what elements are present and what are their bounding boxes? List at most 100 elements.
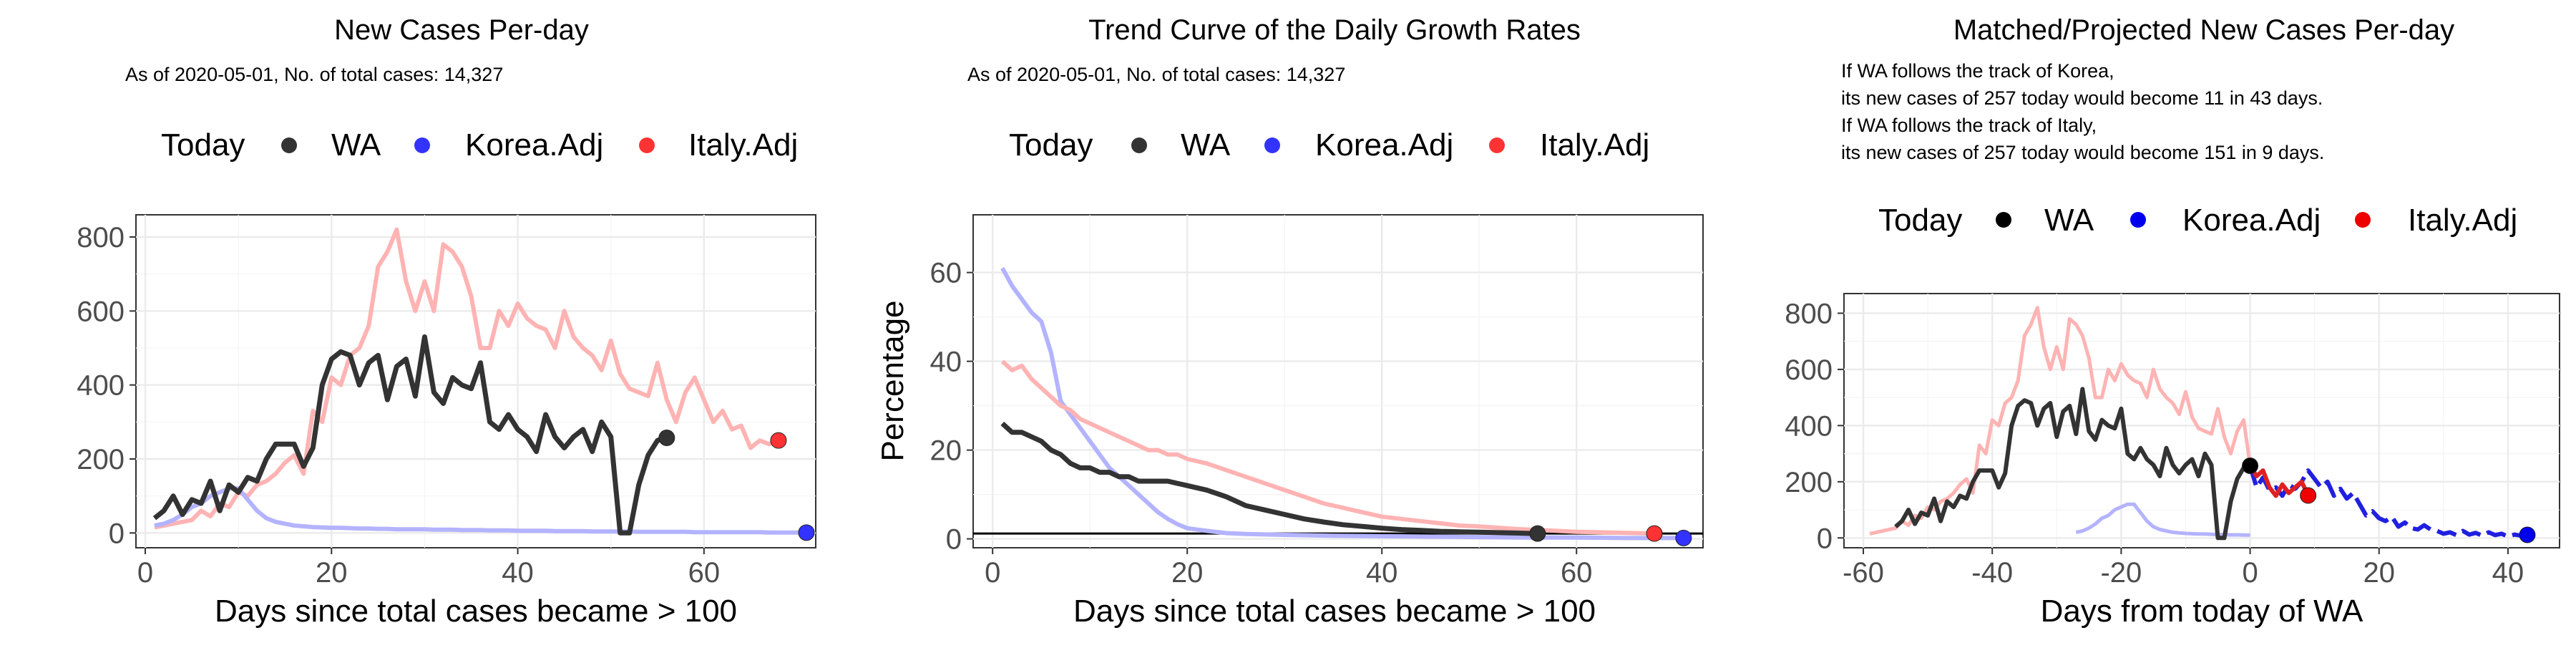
series-line-italy-matched	[1869, 306, 2253, 536]
legend-label-italy: Italy.Adj	[2408, 203, 2517, 238]
y-axis-ticks: 0 20 40 60	[930, 258, 973, 556]
series-line-italy-projected	[2248, 464, 2311, 498]
legend-title: Today	[161, 127, 245, 163]
today-points	[1529, 525, 1692, 546]
legend-label-italy: Italy.Adj	[1540, 127, 1649, 163]
panel-new-cases: New Cases Per-day As of 2020-05-01, No. …	[77, 14, 816, 629]
x-tick-label: 20	[316, 557, 348, 589]
today-point-italy-adj	[770, 432, 787, 449]
today-point-korea-adj	[798, 524, 815, 541]
legend-label-korea: Korea.Adj	[1315, 127, 1453, 163]
today-point-korea-adj	[1675, 529, 1692, 546]
legend-marker-wa	[281, 137, 297, 153]
legend-title: Today	[1009, 127, 1093, 163]
x-axis-label: Days since total cases became > 100	[1073, 594, 1596, 629]
y-tick-label: 200	[77, 444, 125, 475]
legend-marker-wa	[1996, 212, 2011, 228]
today-points	[658, 430, 815, 541]
chart-title: Trend Curve of the Daily Growth Rates	[1088, 14, 1581, 46]
y-tick-label: 0	[946, 524, 962, 556]
chart-note-line-3: If WA follows the track of Italy,	[1841, 115, 2097, 136]
legend-label-wa: WA	[2044, 203, 2094, 238]
legend-label-korea: Korea.Adj	[2182, 203, 2321, 238]
today-point-italy-adj	[2300, 487, 2317, 504]
y-tick-label: 0	[109, 518, 125, 549]
y-axis-ticks: 0 200 400 600 800	[77, 222, 136, 549]
chart-subtitle: As of 2020-05-01, No. of total cases: 14…	[125, 64, 503, 85]
x-axis-ticks: 0 20 40 60	[137, 548, 720, 589]
legend-label-italy: Italy.Adj	[688, 127, 798, 163]
today-point-italy-adj	[1646, 525, 1663, 542]
legend-label-wa: WA	[1181, 127, 1231, 163]
series-lines	[1000, 266, 1684, 541]
today-point-wa	[2242, 457, 2259, 474]
x-tick-label: 60	[688, 557, 721, 589]
y-tick-label: 800	[77, 222, 125, 253]
x-axis-ticks: -60 -40 -20 0 20 40	[1843, 548, 2524, 589]
legend-label-wa: WA	[331, 127, 381, 163]
legend: Today WA Korea.Adj Italy.Adj	[1009, 127, 1649, 163]
legend-marker-italy	[1489, 137, 1505, 153]
series-lines	[152, 227, 806, 536]
y-tick-label: 400	[1785, 410, 1833, 442]
chart-note-line-2: its new cases of 257 today would become …	[1841, 87, 2323, 109]
chart-note-line-1: If WA follows the track of Korea,	[1841, 60, 2114, 82]
today-point-wa	[1529, 525, 1546, 542]
chart-note-line-4: its new cases of 257 today would become …	[1841, 142, 2324, 163]
today-points	[2242, 457, 2536, 543]
legend-marker-korea	[2130, 212, 2146, 228]
x-tick-label: -60	[1843, 557, 1884, 589]
chart-title: New Cases Per-day	[334, 14, 589, 46]
y-tick-label: 600	[1785, 354, 1833, 386]
x-tick-label: 40	[2492, 557, 2524, 589]
x-tick-label: -40	[1971, 557, 2013, 589]
legend-marker-korea	[1264, 137, 1280, 153]
y-tick-label: 800	[1785, 298, 1833, 329]
series-line-wa	[152, 334, 668, 536]
series-line-wa	[1894, 387, 2251, 541]
plot-panel	[1843, 293, 2560, 548]
today-point-korea-adj	[2519, 526, 2536, 543]
x-tick-label: 0	[985, 557, 1000, 589]
x-tick-label: -20	[2100, 557, 2142, 589]
series-line-korea-matched	[2075, 502, 2250, 537]
x-axis-ticks: 0 20 40 60	[985, 548, 1592, 589]
y-tick-label: 20	[930, 435, 962, 467]
legend-marker-italy	[639, 137, 655, 153]
y-tick-label: 400	[77, 370, 125, 402]
plot-panel	[972, 214, 1704, 548]
series-line-italy	[1000, 359, 1655, 536]
legend-marker-wa	[1131, 137, 1147, 153]
x-tick-label: 0	[137, 557, 153, 589]
chart-subtitle: As of 2020-05-01, No. of total cases: 14…	[967, 64, 1345, 85]
series-lines	[1869, 306, 2528, 541]
legend-title: Today	[1878, 203, 1962, 238]
today-point-wa	[658, 430, 675, 447]
y-axis-label: Percentage	[875, 300, 910, 461]
legend-marker-italy	[2355, 212, 2371, 228]
x-tick-label: 20	[2363, 557, 2395, 589]
series-line-wa	[1000, 421, 1538, 536]
x-tick-label: 0	[2242, 557, 2258, 589]
x-tick-label: 40	[1366, 557, 1398, 589]
x-axis-label: Days since total cases became > 100	[215, 594, 737, 629]
x-axis-label: Days from today of WA	[2041, 594, 2363, 629]
chart-title: Matched/Projected New Cases Per-day	[1953, 14, 2454, 46]
legend: Today WA Korea.Adj Italy.Adj	[1878, 203, 2517, 238]
x-tick-label: 20	[1171, 557, 1204, 589]
legend-label-korea: Korea.Adj	[465, 127, 603, 163]
panel-growth-rates: Trend Curve of the Daily Growth Rates As…	[875, 14, 1704, 629]
x-tick-label: 60	[1561, 557, 1593, 589]
y-tick-label: 600	[77, 296, 125, 327]
x-tick-label: 40	[502, 557, 534, 589]
y-axis-ticks: 0 200 400 600 800	[1785, 298, 1844, 554]
y-tick-label: 40	[930, 347, 962, 378]
legend: Today WA Korea.Adj Italy.Adj	[161, 127, 798, 163]
panel-matched-projected: Matched/Projected New Cases Per-day If W…	[1785, 14, 2560, 629]
series-line-italy	[154, 227, 779, 530]
y-tick-label: 60	[930, 258, 962, 289]
gridlines	[1844, 294, 2560, 548]
y-tick-label: 0	[1817, 523, 1833, 554]
